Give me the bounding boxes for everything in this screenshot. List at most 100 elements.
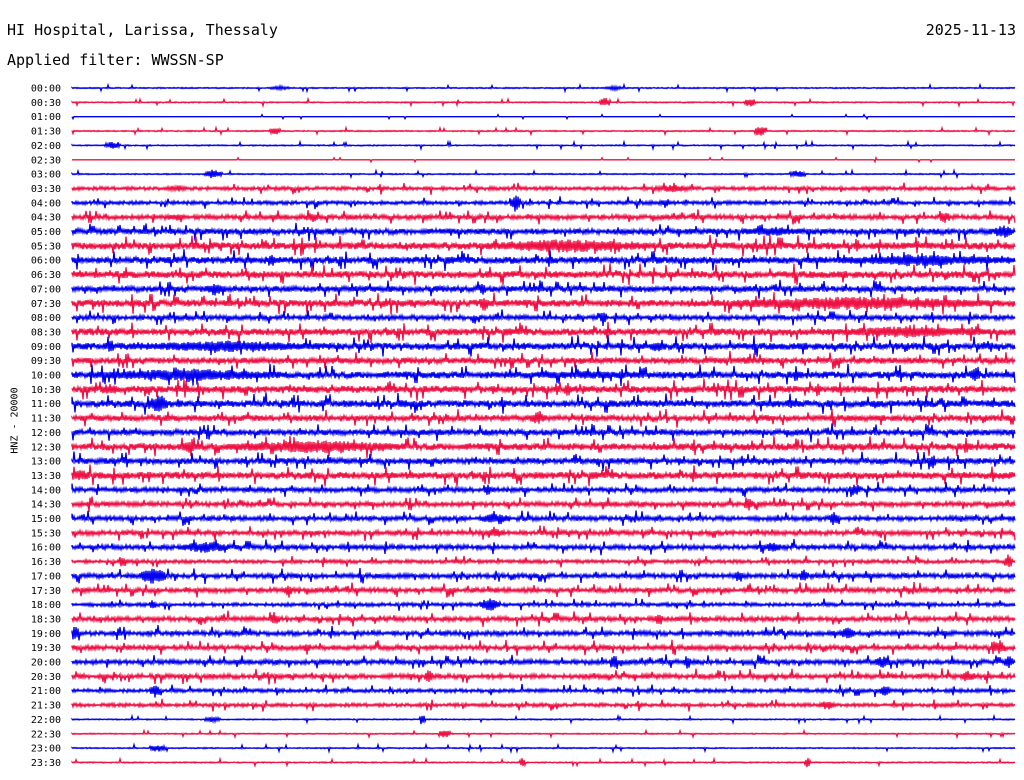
trace-1230 xyxy=(71,436,1016,458)
time-label: 20:30 xyxy=(31,672,61,683)
time-label: 06:00 xyxy=(31,256,61,267)
trace-0930 xyxy=(71,350,1016,370)
trace-1600 xyxy=(71,538,1016,556)
trace-1300 xyxy=(71,451,1016,471)
trace-2030 xyxy=(71,668,1016,685)
time-label: 05:00 xyxy=(31,227,61,238)
time-label: 10:00 xyxy=(31,371,61,382)
time-label: 15:30 xyxy=(31,528,61,539)
trace-1500 xyxy=(71,510,1016,526)
time-label: 14:00 xyxy=(31,485,61,496)
trace-0200 xyxy=(71,139,1016,152)
trace-0730 xyxy=(71,292,1016,315)
time-label: 02:30 xyxy=(31,155,61,166)
time-label: 18:30 xyxy=(31,614,61,625)
trace-1830 xyxy=(71,610,1016,627)
time-label: 08:00 xyxy=(31,313,61,324)
time-label: 01:30 xyxy=(31,127,61,138)
trace-1400 xyxy=(71,481,1016,498)
trace-0500 xyxy=(71,222,1016,242)
time-label: 03:00 xyxy=(31,170,61,181)
time-label: 13:30 xyxy=(31,471,61,482)
time-label: 23:00 xyxy=(31,744,61,755)
time-label: 01:00 xyxy=(31,112,61,123)
time-label: 07:30 xyxy=(31,299,61,310)
time-label: 04:30 xyxy=(31,213,61,224)
trace-1530 xyxy=(71,525,1016,542)
trace-2330 xyxy=(71,756,1016,768)
trace-1130 xyxy=(71,408,1016,428)
time-label: 13:00 xyxy=(31,457,61,468)
trace-0130 xyxy=(71,125,1016,137)
time-labels: 00:00 00:30 01:00 01:30 02:00 02:30 03:00 03:30… xyxy=(31,84,61,769)
trace-0000 xyxy=(71,82,1016,94)
trace-1000 xyxy=(71,363,1016,387)
time-label: 17:30 xyxy=(31,586,61,597)
trace-1900 xyxy=(71,625,1016,641)
filter-label: Applied filter: WWSSN-SP xyxy=(7,51,224,69)
trace-2300 xyxy=(71,742,1016,755)
time-label: 06:30 xyxy=(31,270,61,281)
time-label: 15:00 xyxy=(31,514,61,525)
time-label: 07:00 xyxy=(31,284,61,295)
time-label: 21:30 xyxy=(31,701,61,712)
trace-0230 xyxy=(72,155,1015,164)
time-label: 10:30 xyxy=(31,385,61,396)
trace-1100 xyxy=(71,392,1016,415)
time-label: 11:30 xyxy=(31,414,61,425)
time-label: 19:30 xyxy=(31,643,61,654)
trace-1700 xyxy=(71,568,1016,585)
trace-1330 xyxy=(71,464,1016,487)
time-label: 16:30 xyxy=(31,557,61,568)
time-label: 20:00 xyxy=(31,658,61,669)
trace-1930 xyxy=(71,639,1016,656)
seismic-traces xyxy=(71,82,1016,768)
time-label: 12:00 xyxy=(31,428,61,439)
time-label: 12:30 xyxy=(31,442,61,453)
trace-0430 xyxy=(71,209,1016,225)
trace-0900 xyxy=(71,335,1016,357)
trace-0100 xyxy=(71,113,1015,121)
trace-1200 xyxy=(71,423,1016,443)
trace-0800 xyxy=(71,309,1016,327)
time-label: 00:00 xyxy=(31,84,61,95)
time-label: 00:30 xyxy=(31,98,61,109)
trace-0600 xyxy=(71,249,1016,272)
trace-2000 xyxy=(71,654,1016,670)
time-label: 05:30 xyxy=(31,241,61,252)
time-label: 04:00 xyxy=(31,198,61,209)
trace-1730 xyxy=(71,582,1016,598)
trace-1630 xyxy=(71,554,1016,568)
time-label: 11:00 xyxy=(31,399,61,410)
time-label: 23:30 xyxy=(31,758,61,769)
time-label: 09:00 xyxy=(31,342,61,353)
trace-0030 xyxy=(71,96,1016,109)
time-label: 16:00 xyxy=(31,543,61,554)
trace-1800 xyxy=(71,598,1016,611)
time-label: 22:30 xyxy=(31,729,61,740)
time-label: 22:00 xyxy=(31,715,61,726)
time-label: 14:30 xyxy=(31,500,61,511)
trace-0830 xyxy=(71,321,1016,344)
time-label: 03:30 xyxy=(31,184,61,195)
date-label: 2025-11-13 xyxy=(925,21,1016,39)
trace-0300 xyxy=(71,168,1016,180)
trace-0530 xyxy=(71,235,1016,257)
time-label: 09:30 xyxy=(31,356,61,367)
time-label: 21:00 xyxy=(31,686,61,697)
trace-1430 xyxy=(71,496,1016,513)
station-title: HI Hospital, Larissa, Thessaly xyxy=(7,21,278,39)
trace-2200 xyxy=(71,713,1016,726)
trace-2130 xyxy=(71,698,1016,712)
time-label: 19:00 xyxy=(31,629,61,640)
trace-2100 xyxy=(71,683,1016,698)
time-label: 17:00 xyxy=(31,571,61,582)
trace-0630 xyxy=(71,263,1016,285)
trace-0700 xyxy=(71,279,1016,299)
time-label: 18:00 xyxy=(31,600,61,611)
trace-1030 xyxy=(71,378,1016,401)
time-label: 02:00 xyxy=(31,141,61,152)
trace-2230 xyxy=(71,728,1016,740)
time-label: 08:30 xyxy=(31,327,61,338)
